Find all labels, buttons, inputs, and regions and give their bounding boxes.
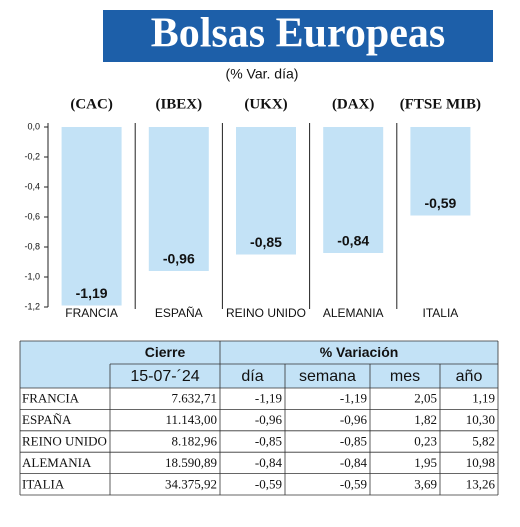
bar	[236, 127, 296, 255]
x-tick-label: ALEMANIA	[323, 306, 384, 320]
index-label: (IBEX)	[155, 96, 202, 112]
y-tick-label: -0,8	[24, 241, 40, 251]
table-cell: 1,95	[414, 455, 437, 470]
table-cell: 2,05	[414, 391, 437, 406]
table-row-label: REINO UNIDO	[22, 433, 107, 448]
y-tick-label: -0,2	[24, 151, 40, 161]
table-row-label: ALEMANIA	[22, 455, 92, 470]
bar	[61, 127, 122, 306]
table-cell: 11.143,00	[165, 412, 217, 427]
table-group-header: % Variación	[320, 344, 399, 360]
index-label: (DAX)	[332, 96, 375, 112]
table-cell: 1,82	[414, 412, 437, 427]
table-header-bg	[20, 341, 498, 388]
x-tick-label: FRANCIA	[65, 306, 118, 320]
table-cell: -0,85	[255, 433, 282, 448]
table-cell: -0,59	[340, 476, 367, 491]
x-tick-label: ITALIA	[423, 306, 459, 320]
table-cell: 10,30	[466, 412, 495, 427]
table-row-label: ESPAÑA	[22, 412, 72, 427]
table-column-header: día	[241, 368, 263, 385]
table-cell: -1,19	[340, 391, 367, 406]
table-cell: 8.182,96	[172, 433, 218, 448]
y-tick-label: -1,2	[24, 301, 40, 311]
index-label: (FTSE MIB)	[400, 96, 481, 112]
chart-title: Bolsas Europeas	[151, 11, 445, 57]
table-cell: 5,82	[472, 433, 495, 448]
x-tick-label: REINO UNIDO	[226, 306, 306, 320]
y-tick-label: -0,4	[24, 181, 40, 191]
table-column-header: semana	[299, 368, 356, 385]
bar	[410, 127, 471, 216]
table-column-header: año	[456, 368, 483, 385]
bar	[148, 127, 209, 271]
table-column-header: mes	[390, 368, 420, 385]
index-label: (CAC)	[70, 96, 113, 112]
table-cell: 13,26	[466, 476, 496, 491]
table-cell: -0,96	[255, 412, 283, 427]
table-cell: -0,84	[340, 455, 368, 470]
table-cell: 0,23	[414, 433, 437, 448]
table-cell: -0,96	[340, 412, 368, 427]
table-row-label: ITALIA	[22, 476, 65, 491]
table-column-header: 15-07-´24	[130, 368, 199, 385]
y-tick-label: -0,6	[24, 211, 40, 221]
value-label: -0,96	[163, 251, 195, 267]
table-cell: -0,59	[255, 476, 282, 491]
value-label: -1,19	[76, 285, 108, 301]
y-tick-label: 0,0	[27, 121, 40, 131]
index-label: (UKX)	[244, 96, 287, 112]
chart-subtitle: (% Var. día)	[226, 66, 299, 82]
table-row-label: FRANCIA	[22, 391, 80, 406]
table-cell: 3,69	[414, 476, 437, 491]
table-cell: 34.375,92	[165, 476, 217, 491]
table-cell: 18.590,89	[165, 455, 217, 470]
value-label: -0,85	[250, 234, 282, 250]
table-cell: 1,19	[472, 391, 495, 406]
table-cell: 7.632,71	[172, 391, 218, 406]
table-cell: -1,19	[255, 391, 282, 406]
table-group-header: Cierre	[145, 344, 186, 360]
table-cell: -0,85	[340, 433, 367, 448]
y-tick-label: -1,0	[24, 271, 40, 281]
table-cell: 10,98	[466, 455, 495, 470]
bar	[323, 127, 384, 253]
title-banner	[103, 10, 493, 62]
value-label: -0,59	[424, 195, 456, 211]
table-cell: -0,84	[255, 455, 283, 470]
value-label: -0,84	[337, 233, 369, 249]
x-tick-label: ESPAÑA	[155, 306, 203, 320]
